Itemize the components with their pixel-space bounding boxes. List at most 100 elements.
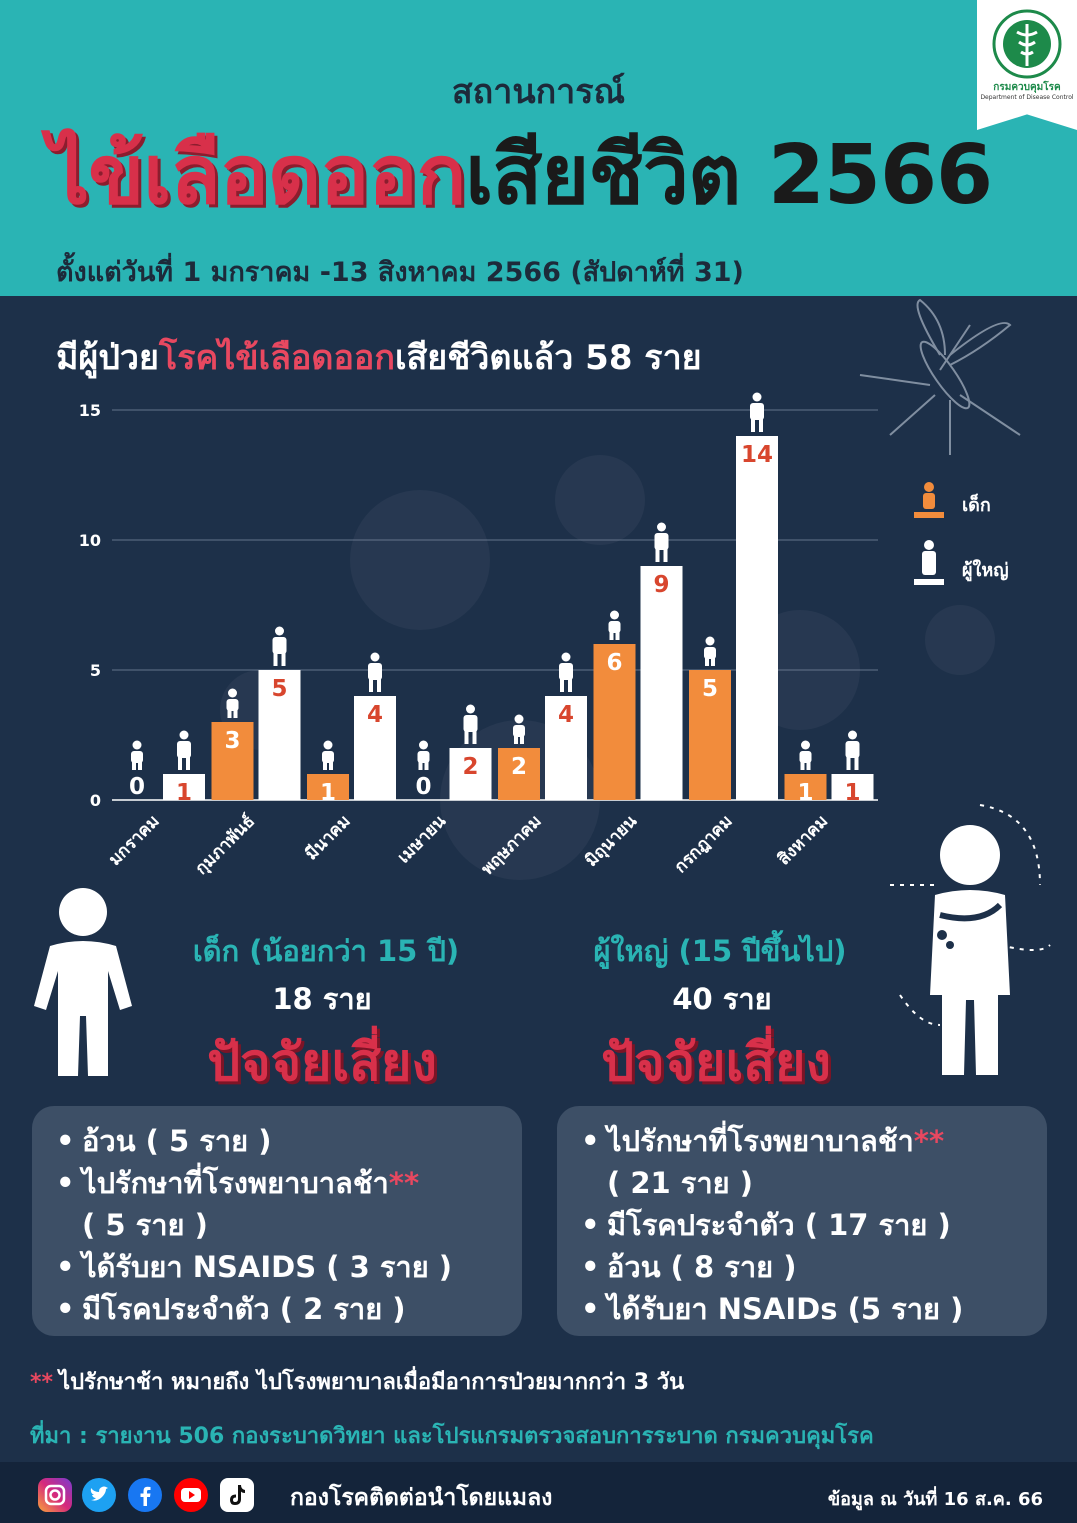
header-banner: สถานการณ์ ไข้เลือดออกเสียชีวิต 2566 ตั้ง… (0, 0, 1077, 296)
adult-person-icon (177, 730, 191, 770)
adults-risk-box: ไปรักษาที่โรงพยาบาลช้า**( 21 ราย ) มีโรค… (557, 1106, 1047, 1336)
virus-decoration (350, 490, 490, 630)
ministry-seal-icon (992, 9, 1062, 79)
adult-value-label: 4 (367, 702, 383, 728)
headline-post: เสียชีวิตแล้ว 58 ราย (394, 338, 702, 378)
virus-decoration (925, 605, 995, 675)
adult-bar (258, 670, 301, 800)
legend-adult-icon (914, 540, 944, 585)
children-count: 18 ราย (272, 982, 372, 1016)
child-value-label: 3 (224, 728, 240, 754)
footnote-text: ไปรักษาช้า หมายถึง ไปโรงพยาบาลเมื่อมีอาก… (59, 1370, 685, 1395)
child-value-label: 1 (797, 780, 813, 806)
child-person-icon (131, 740, 143, 770)
adult-bar (831, 774, 874, 800)
adult-person-icon (463, 704, 478, 744)
adult-person-icon (750, 392, 764, 432)
child-person-icon (226, 688, 239, 718)
x-category-label: มีนาคม (301, 811, 355, 865)
child-bar (784, 774, 827, 800)
adult-bar (354, 696, 396, 800)
date-range: ตั้งแต่วันที่ 1 มกราคม -13 สิงหาคม 2566 … (56, 257, 744, 288)
adult-value-label: 9 (653, 572, 669, 598)
twitter-icon[interactable] (82, 1478, 116, 1512)
adult-bar (640, 566, 683, 800)
child-person-icon (417, 740, 430, 770)
child-bar (689, 670, 731, 800)
ddc-logo: กรมควบคุมโรค Department of Disease Contr… (977, 0, 1077, 130)
children-risk-box: อ้วน ( 5 ราย ) ไปรักษาที่โรงพยาบาลช้า**(… (32, 1106, 522, 1336)
children-risk-item: มีโรคประจำตัว ( 2 ราย ) (54, 1288, 522, 1330)
logo-name-en: Department of Disease Control (980, 94, 1074, 101)
adult-person-icon (845, 730, 860, 770)
adults-risk-title: ปัจจัยเสี่ยง (601, 1033, 831, 1093)
adult-person-icon (559, 652, 573, 692)
y-tick-label: 10 (79, 531, 101, 550)
tiktok-icon[interactable] (220, 1478, 254, 1512)
child-person-icon (799, 740, 812, 770)
child-value-label: 6 (606, 650, 622, 676)
adult-bar (545, 696, 587, 800)
page-title: ไข้เลือดออกเสียชีวิต 2566 (48, 110, 993, 240)
legend-child-label: เด็ก (962, 495, 991, 516)
instagram-icon[interactable] (38, 1478, 72, 1512)
virus-decoration (555, 455, 645, 545)
child-value-label: 1 (320, 780, 336, 806)
x-category-label: สิงหาคม (774, 811, 832, 869)
adult-value-label: 1 (176, 780, 192, 806)
adults-risk-item: อ้วน ( 8 ราย ) (579, 1246, 1047, 1288)
children-risk-list: อ้วน ( 5 ราย ) ไปรักษาที่โรงพยาบาลช้า**(… (32, 1106, 522, 1330)
adult-bar (736, 436, 778, 800)
footer: กองโรคติดต่อนำโดยแมลง ข้อมูล ณ วันที่ 16… (0, 1462, 1077, 1523)
adult-person-icon (368, 652, 382, 692)
legend-adult-label: ผู้ใหญ่ (962, 560, 1009, 581)
x-category-label: กรกฎาคม (671, 811, 737, 877)
adults-risk-item: ไปรักษาที่โรงพยาบาลช้า**( 21 ราย ) (579, 1120, 1047, 1204)
y-tick-label: 5 (90, 661, 101, 680)
children-risk-item: ได้รับยา NSAIDS ( 3 ราย ) (54, 1246, 522, 1288)
adult-value-label: 5 (271, 676, 287, 702)
footnote: ** ไปรักษาช้า หมายถึง ไปโรงพยาบาลเมื่อมีอ… (30, 1364, 684, 1399)
title-deaths-year: เสียชีวิต 2566 (465, 128, 993, 223)
child-person-icon (322, 740, 334, 770)
child-person-icon (608, 610, 621, 640)
adult-person-icon (654, 522, 669, 562)
mosquito-icon (859, 298, 1021, 455)
child-value-label: 5 (702, 676, 718, 702)
headline-pre: มีผู้ป่วย (56, 338, 159, 378)
children-risk-title: ปัจจัยเสี่ยง (207, 1033, 437, 1093)
child-figure-icon (34, 888, 132, 1076)
adults-heading: ผู้ใหญ่ (15 ปีขึ้นไป) (593, 934, 847, 968)
footer-organization: กองโรคติดต่อนำโดยแมลง (290, 1485, 553, 1511)
x-category-label: เมษายน (394, 811, 450, 867)
adult-sick-figure-icon (890, 804, 1051, 1075)
adults-count: 40 ราย (672, 982, 772, 1016)
legend-child-icon (914, 482, 944, 518)
adults-risk-item: ได้รับยา NSAIDs (5 ราย ) (579, 1288, 1047, 1330)
children-risk-item: ไปรักษาที่โรงพยาบาลช้า**( 5 ราย ) (54, 1162, 522, 1246)
child-value-label: 0 (129, 774, 145, 800)
logo-name: กรมควบคุมโรค (993, 82, 1061, 93)
child-bar (593, 644, 636, 800)
y-tick-label: 15 (79, 401, 101, 420)
children-heading: เด็ก (น้อยกว่า 15 ปี) (192, 934, 460, 968)
child-bar (307, 774, 349, 800)
footer-updated-date: ข้อมูล ณ วันที่ 16 ส.ค. 66 (827, 1489, 1043, 1510)
adult-person-icon (272, 626, 287, 666)
adult-value-label: 4 (558, 702, 574, 728)
child-value-label: 2 (511, 754, 527, 780)
adult-value-label: 2 (462, 754, 478, 780)
footnote-stars: ** (30, 1370, 54, 1395)
child-bar (498, 748, 540, 800)
x-category-label: กุมภาพันธ์ (191, 811, 259, 879)
youtube-icon[interactable] (174, 1478, 208, 1512)
facebook-icon[interactable] (128, 1478, 162, 1512)
x-category-label: มกราคม (105, 811, 164, 870)
adult-bar (163, 774, 205, 800)
data-source: ที่มา : รายงาน 506 กองระบาดวิทยา และโปรแ… (30, 1424, 874, 1449)
adult-value-label: 14 (741, 442, 773, 468)
page-subtitle: สถานการณ์ (451, 72, 626, 112)
child-value-label: 0 (415, 774, 431, 800)
children-risk-item: อ้วน ( 5 ราย ) (54, 1120, 522, 1162)
